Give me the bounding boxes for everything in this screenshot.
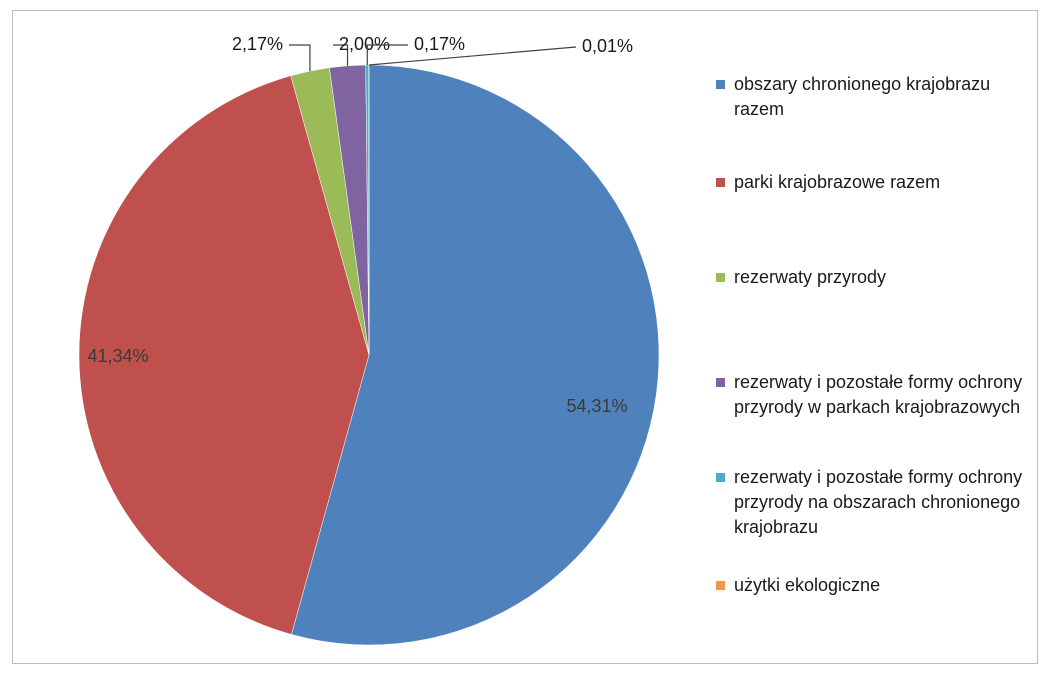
legend-label: obszary chronionego krajobrazu razem [734,74,991,119]
chart-frame [12,10,1038,664]
data-label: 54,31% [566,396,627,416]
legend-item: rezerwaty i pozostałe formy ochrony przy… [716,465,1034,540]
leader-line [289,44,311,72]
legend-swatch [716,581,725,590]
leader-line [366,44,408,66]
legend-swatch [716,80,725,89]
pie-slice [291,64,660,646]
legend-label: użytki ekologiczne [734,575,881,595]
legend-swatch [716,473,725,482]
legend-label: rezerwaty przyrody [734,267,887,287]
legend-swatch [716,178,725,187]
data-label: 0,17% [414,34,465,54]
pie-slice [78,75,370,635]
leader-line [333,44,349,66]
legend-label: rezerwaty i pozostałe formy ochrony przy… [734,467,1023,537]
legend-item: rezerwaty przyrody [716,265,1034,290]
legend-item: parki krajobrazowe razem [716,170,1034,195]
data-label: 0,01% [582,36,633,56]
legend-label: rezerwaty i pozostałe formy ochrony przy… [734,372,1023,417]
legend-item: rezerwaty i pozostałe formy ochrony przy… [716,370,1034,420]
legend-item: obszary chronionego krajobrazu razem [716,72,1034,122]
leader-line [368,46,577,66]
data-label: 2,17% [232,34,283,54]
data-label: 41,34% [87,346,148,366]
legend-label: parki krajobrazowe razem [734,172,941,192]
legend-item: użytki ekologiczne [716,573,1034,598]
legend-swatch [716,273,725,282]
data-label: 2,00% [339,34,390,54]
legend-swatch [716,378,725,387]
